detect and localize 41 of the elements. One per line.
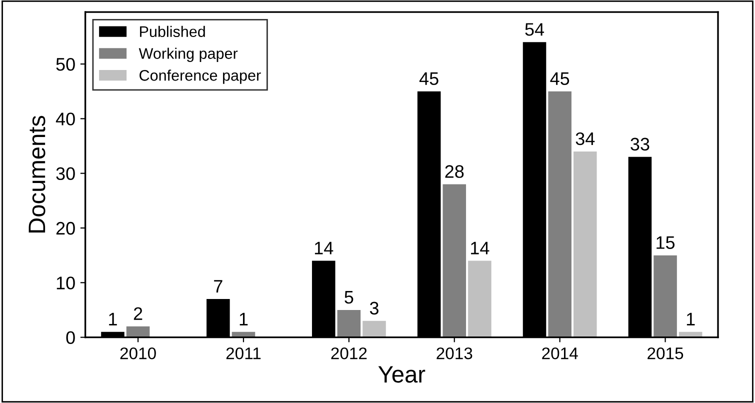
y-tick-label: 20: [56, 222, 75, 235]
x-tick-label: 2015: [648, 347, 684, 360]
bar: [548, 91, 572, 338]
bar: [654, 255, 677, 338]
data-label: 34: [576, 132, 595, 146]
data-label: 15: [656, 236, 675, 249]
x-tick-label: 2011: [226, 347, 261, 360]
bar: [468, 260, 492, 338]
bar: [126, 326, 150, 338]
bar: [442, 184, 466, 338]
data-label: 5: [344, 291, 354, 304]
x-tick-label: 2010: [120, 347, 156, 360]
data-label: 2: [134, 307, 142, 320]
x-tick-label: 2014: [542, 347, 578, 360]
data-label: 45: [419, 72, 438, 85]
x-tick-label: 2012: [331, 347, 367, 360]
legend-label: Conference paper: [140, 70, 261, 84]
data-label: 45: [550, 72, 570, 85]
data-label: 3: [370, 302, 378, 315]
data-label: 7: [214, 280, 222, 293]
y-tick-label: 50: [56, 58, 75, 71]
bar: [574, 151, 597, 338]
data-label: 1: [686, 312, 695, 326]
x-axis-title: Year: [378, 366, 426, 383]
legend-label: Working paper: [138, 48, 238, 62]
data-label: 28: [445, 165, 464, 178]
data-label: 1: [109, 312, 117, 326]
data-label: 14: [471, 242, 490, 254]
x-tick-label: 2013: [436, 347, 472, 360]
data-label: 1: [240, 312, 248, 326]
y-tick-label: 30: [56, 167, 75, 180]
y-axis-title: Documents: [28, 116, 46, 232]
y-tick-label: 0: [66, 331, 75, 344]
y-tick-label: 40: [56, 112, 75, 126]
y-tick-label: 10: [56, 276, 75, 290]
data-label: 54: [525, 23, 544, 36]
legend-label: Published: [140, 26, 205, 38]
data-label: 33: [630, 138, 650, 151]
data-label: 14: [314, 242, 334, 254]
bar: [362, 320, 386, 338]
bar: [337, 310, 361, 338]
